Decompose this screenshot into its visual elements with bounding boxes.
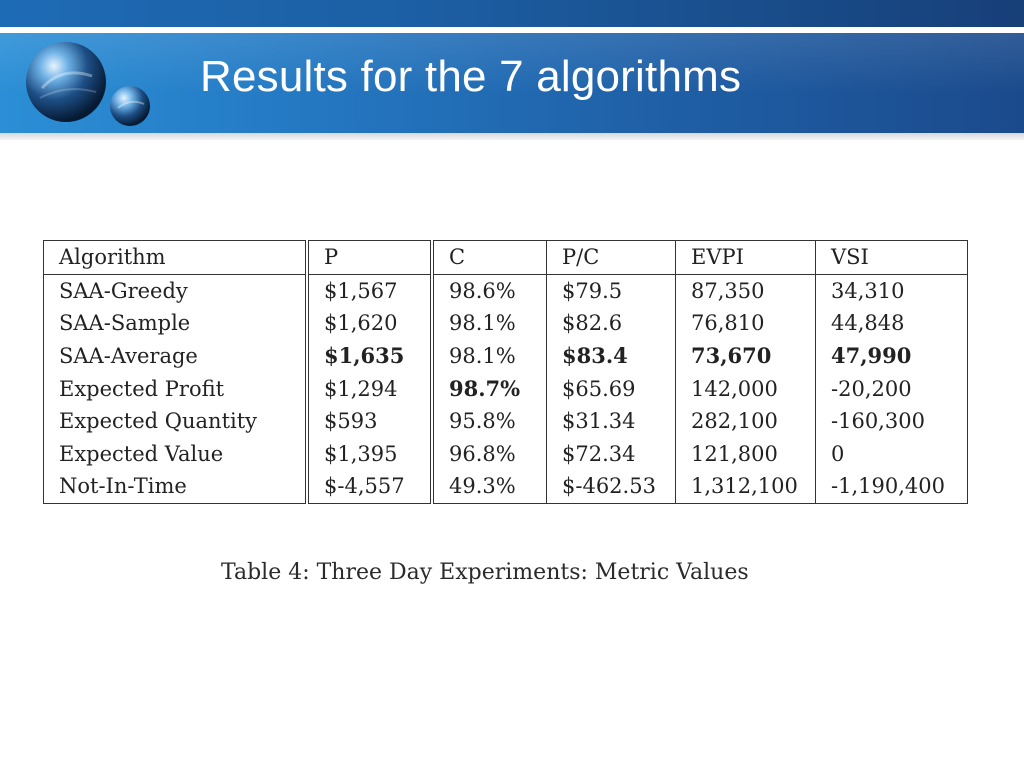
- cell-p-c: $72.34: [546, 437, 676, 471]
- cell-p-c: $82.6: [546, 307, 676, 340]
- table-row: Expected Profit $1,294 98.7% $65.69 142,000-…: [44, 372, 968, 405]
- cell-p-c: $65.69: [546, 372, 676, 405]
- banner-main-band: [0, 33, 1024, 133]
- header-evpi: EVPI: [675, 240, 816, 275]
- header-algorithm: Algorithm: [43, 240, 307, 275]
- cell-p: $1,620: [305, 307, 432, 340]
- cell-p-c: $83.4: [546, 339, 676, 373]
- cell-p: $1,395: [305, 437, 432, 471]
- header-p-c: P/C: [546, 240, 676, 275]
- table-body: SAA-Greedy $1,567 98.6% $79.5 87,350 34,310 SA…: [44, 274, 968, 504]
- metrics-table-container: Algorithm P C P/C EVPI VSI SAA-Greedy $1,…: [43, 240, 968, 504]
- banner-top-stripe: [0, 0, 1024, 27]
- cell-p-c: $-462.53: [546, 470, 676, 504]
- header-banner: Results for the 7 algorithms: [0, 0, 1024, 140]
- cell-evpi: 121,800: [675, 437, 816, 471]
- cell-vsi: 34,310: [815, 274, 968, 308]
- cell-vsi: -160,300: [815, 404, 968, 438]
- table-row: Expected Value $1,395 96.8% $72.34 121,800 0: [44, 437, 968, 471]
- cell-algorithm: Expected Profit: [59, 376, 225, 401]
- banner-shadow: [0, 133, 1024, 140]
- table-row: Not-In-Time $-4,557 49.3% $-462.53 1,312,100…: [44, 470, 968, 504]
- table-row: SAA-Average $1,635 98.1% $83.4 73,670 47,990: [44, 339, 968, 373]
- cell-c: 96.8%: [430, 437, 547, 471]
- cell-evpi: 73,670: [675, 339, 816, 373]
- cell-algorithm: SAA-Sample: [59, 311, 191, 336]
- cell-evpi: 282,100: [675, 404, 816, 438]
- cell-p: $1,635: [305, 339, 432, 373]
- cell-c: 98.6%: [430, 274, 547, 308]
- cell-c: 95.8%: [430, 404, 547, 438]
- header-p: P: [305, 240, 432, 275]
- cell-vsi: -20,200: [815, 372, 968, 405]
- cell-p: $-4,557: [305, 470, 432, 504]
- metrics-table: Algorithm P C P/C EVPI VSI SAA-Greedy $1,…: [43, 240, 968, 504]
- cell-evpi: 1,312,100: [675, 470, 816, 504]
- table-header-row: Algorithm P C P/C EVPI VSI: [43, 240, 968, 275]
- table-row: Expected Quantity $593 95.8% $31.34 282,100-…: [44, 404, 968, 438]
- cell-c: 98.7%: [430, 372, 547, 405]
- cell-p: $1,294: [305, 372, 432, 405]
- cell-vsi: 0: [815, 437, 968, 471]
- cell-algorithm: SAA-Average: [59, 344, 198, 369]
- cell-evpi: 87,350: [675, 274, 816, 308]
- blue-spheres-logo-icon: [26, 42, 150, 126]
- cell-evpi: 142,000: [675, 372, 816, 405]
- slide-title: Results for the 7 algorithms: [200, 52, 742, 101]
- header-vsi: VSI: [815, 240, 968, 275]
- table-row: SAA-Sample $1,620 98.1% $82.6 76,810 44,848: [44, 307, 968, 340]
- cell-p: $1,567: [305, 274, 432, 308]
- cell-vsi: 47,990: [815, 339, 968, 373]
- cell-algorithm: Expected Value: [59, 441, 224, 466]
- cell-algorithm: SAA-Greedy: [59, 278, 188, 303]
- cell-vsi: 44,848: [815, 307, 968, 340]
- cell-c: 98.1%: [430, 307, 547, 340]
- cell-c: 49.3%: [430, 470, 547, 504]
- cell-evpi: 76,810: [675, 307, 816, 340]
- cell-p-c: $31.34: [546, 404, 676, 438]
- cell-c: 98.1%: [430, 339, 547, 373]
- cell-algorithm: Expected Quantity: [59, 409, 258, 434]
- table-row: SAA-Greedy $1,567 98.6% $79.5 87,350 34,310: [44, 274, 968, 308]
- cell-p-c: $79.5: [546, 274, 676, 308]
- cell-algorithm: Not-In-Time: [59, 474, 187, 499]
- cell-p: $593: [305, 404, 432, 438]
- cell-vsi: -1,190,400: [815, 470, 968, 504]
- table-caption: Table 4: Three Day Experiments: Metric V…: [221, 560, 749, 585]
- header-c: C: [430, 240, 547, 275]
